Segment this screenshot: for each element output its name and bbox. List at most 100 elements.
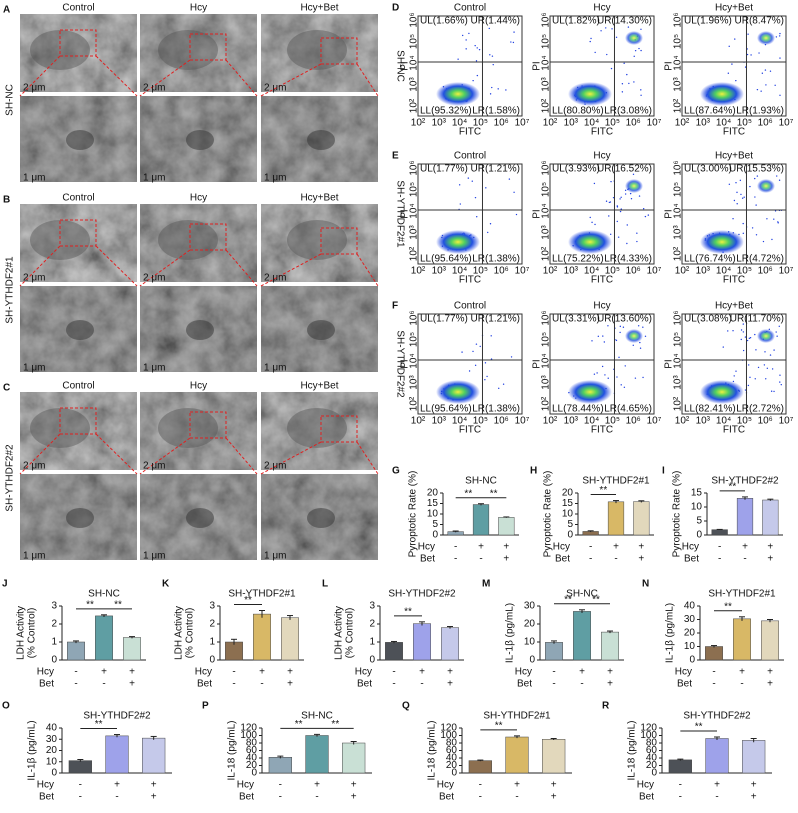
event-dot — [604, 374, 606, 376]
bar — [762, 499, 779, 536]
event-dot — [624, 365, 626, 367]
cell — [30, 408, 90, 448]
y-tick-label: 60 — [446, 745, 458, 756]
condition-sign: - — [679, 792, 682, 803]
y-tick-label: 10⁶ — [541, 160, 552, 175]
event-dot — [775, 36, 778, 38]
bar — [441, 627, 459, 661]
event-dot — [734, 38, 736, 40]
y-tick-label: 20 — [524, 619, 536, 630]
event-dot — [615, 339, 618, 342]
y-tick-label: 100 — [640, 730, 657, 741]
significance-label: ** — [295, 719, 303, 730]
y-tick-label: 20 — [646, 760, 658, 771]
y-tick-label: 10⁶ — [673, 160, 684, 175]
chart-title: SH-YTHDF2#2 — [683, 711, 751, 722]
organelle — [186, 130, 214, 150]
x-tick-label: 10⁷ — [515, 416, 530, 427]
event-dot — [590, 37, 592, 40]
condition-sign: - — [580, 679, 583, 690]
x-tick-label: 10⁵ — [605, 266, 620, 277]
event-dot — [626, 242, 628, 245]
x-axis-label: FITC — [459, 275, 481, 286]
scale-label: 2 μm — [23, 273, 45, 284]
panel-letter: A — [3, 5, 10, 16]
condition-sign: + — [503, 554, 509, 565]
x-axis-label: FITC — [591, 275, 613, 286]
event-dot — [513, 191, 515, 194]
x-tick-label: 10³ — [564, 266, 579, 277]
chart-title: SH-YTHDF2#1 — [228, 589, 296, 600]
panel-letter: R — [602, 701, 610, 712]
event-dot — [755, 234, 758, 236]
quadrant-label: LL(82.41%) — [684, 404, 736, 415]
significance-label: ** — [331, 719, 339, 730]
event-dot — [773, 218, 775, 220]
y-tick-label: 10⁴ — [673, 203, 684, 218]
flow-plot — [549, 15, 655, 117]
x-tick-label: 10⁶ — [758, 266, 773, 277]
row-label: SH-YTHDF2#1 — [5, 256, 16, 324]
x-tick-label: 10⁶ — [758, 416, 773, 427]
x-tick-label: 10² — [675, 266, 690, 277]
row-label: SH-NC — [5, 84, 16, 116]
event-dot — [508, 178, 511, 180]
y-tick-label: 10⁵ — [409, 182, 420, 197]
event-dot — [756, 88, 759, 91]
zoom-line — [260, 441, 322, 475]
event-dot — [755, 349, 757, 351]
organelle — [307, 320, 335, 340]
column-header: Hcy — [190, 193, 207, 204]
condition-sign: - — [679, 780, 682, 791]
event-dot — [748, 364, 750, 366]
event-dot — [757, 366, 760, 369]
zoom-box — [189, 223, 227, 251]
condition-sign: - — [315, 792, 318, 803]
zoom-line — [19, 245, 61, 287]
y-tick-label: 10³ — [673, 77, 684, 92]
event-dot — [616, 220, 618, 223]
x-tick-label: 10⁶ — [494, 118, 509, 129]
event-dot — [749, 376, 751, 379]
bar — [105, 735, 129, 774]
event-dot — [760, 90, 762, 92]
x-tick-label: 10⁶ — [494, 266, 509, 277]
condition-sign: + — [514, 780, 520, 791]
event-dot — [731, 63, 733, 65]
y-tick-label: 120 — [440, 723, 457, 734]
bar — [142, 737, 166, 774]
chart-title: SH-YTHDF2#1 — [708, 589, 776, 600]
event-dot — [626, 224, 628, 226]
y-tick-label: 10³ — [673, 225, 684, 240]
quadrant-label: LL(76.74%) — [684, 254, 736, 265]
event-dot — [755, 204, 757, 206]
event-dot — [754, 177, 756, 180]
x-tick-label: 10² — [543, 266, 558, 277]
quadrant-label: UL(1.96%) — [684, 16, 732, 27]
bar — [342, 742, 366, 774]
condition-label: Hcy — [515, 667, 532, 678]
y-tick-label: 0 — [529, 655, 535, 666]
x-axis-label: FITC — [723, 425, 745, 436]
quadrant-label: LL(95.64%) — [420, 404, 472, 415]
condition-label: Bet — [239, 792, 254, 803]
zoom-box — [189, 411, 227, 439]
scale-label: 2 μm — [23, 83, 45, 94]
quadrant-label: LR(2.72%) — [736, 404, 784, 415]
condition-label: Hcy — [195, 667, 212, 678]
condition-sign: - — [718, 542, 721, 553]
x-tick-label: 10² — [543, 416, 558, 427]
event-dot — [624, 193, 627, 195]
y-tick-label: 100 — [440, 730, 457, 741]
event-dot — [593, 373, 596, 375]
zoom-line — [225, 437, 258, 475]
condition-sign: + — [767, 554, 773, 565]
condition-sign: - — [74, 667, 77, 678]
x-tick-label: 10² — [675, 416, 690, 427]
y-tick-label: 20 — [684, 628, 696, 639]
zoom-box — [189, 33, 227, 61]
condition-sign: - — [74, 679, 77, 690]
column-header: Control — [62, 3, 94, 14]
cell — [158, 408, 218, 448]
quadrant-label: LL(87.64%) — [684, 106, 736, 117]
